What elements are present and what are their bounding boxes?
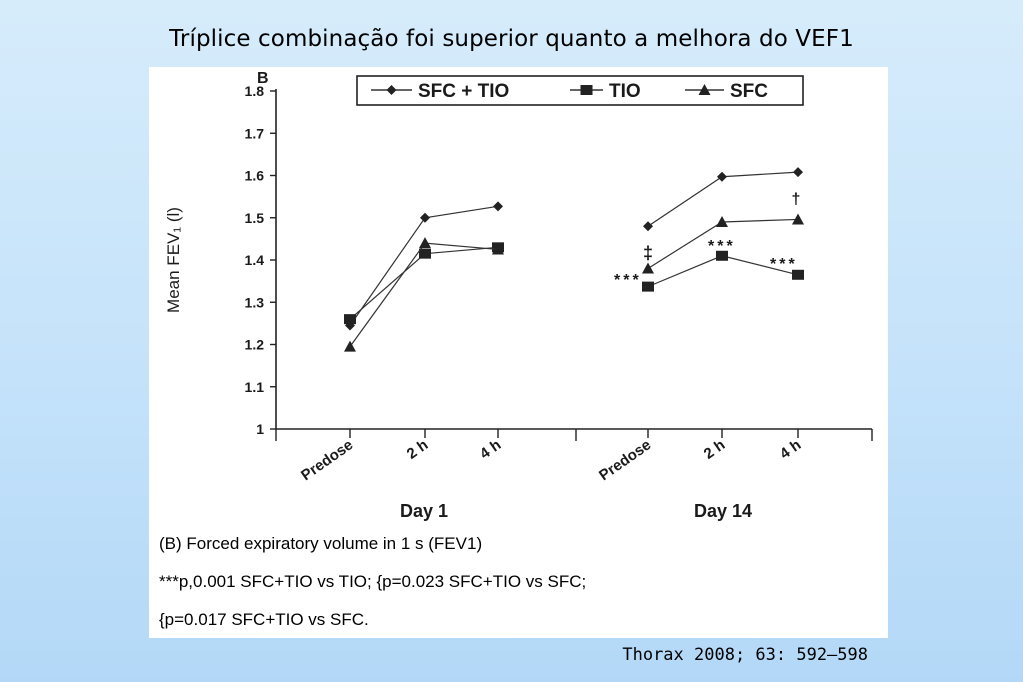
x-category-label: 4 h	[477, 436, 505, 462]
y-tick-label: 1.2	[245, 337, 265, 353]
legend-marker-sfc-tio	[386, 85, 397, 95]
x-group-label: Day 14	[694, 501, 752, 521]
y-tick-label: 1.5	[245, 210, 265, 226]
significance-marker: ***	[708, 238, 736, 255]
legend-label: SFC	[730, 81, 768, 102]
x-category-label: Predose	[596, 436, 654, 484]
data-point-sfc-tio	[493, 201, 503, 212]
data-point-tio	[642, 281, 654, 292]
data-point-sfc	[642, 262, 654, 274]
data-point-tio	[419, 248, 431, 259]
legend-label: SFC + TIO	[418, 81, 509, 102]
y-tick-label: 1.3	[245, 294, 265, 310]
data-point-sfc-tio	[793, 167, 803, 178]
data-point-sfc	[792, 213, 804, 225]
x-category-label: Predose	[298, 436, 356, 484]
data-point-sfc	[492, 243, 504, 255]
y-tick-label: 1.6	[245, 168, 265, 184]
slide-title: Tríplice combinação foi superior quanto …	[169, 26, 854, 52]
significance-marker: ***	[770, 256, 798, 273]
y-axis-title: Mean FEV₁ (l)	[164, 207, 183, 313]
y-tick-label: 1.7	[245, 125, 265, 141]
data-point-sfc-tio	[643, 221, 653, 232]
data-point-sfc-tio	[717, 171, 727, 182]
data-point-sfc-tio	[345, 320, 355, 331]
y-tick-label: 1.1	[245, 379, 265, 395]
data-point-tio	[716, 250, 728, 261]
significance-marker: ***	[614, 272, 642, 289]
caption-line-1: (B) Forced expiratory volume in 1 s (FEV…	[159, 534, 483, 553]
data-point-tio	[792, 269, 804, 280]
figure-panel: 1 1.1 1.2 1.3 1.4 1.5 1.6 1.7 1.8 Mean FEV₁ (l) B P…	[149, 67, 888, 638]
legend-marker-sfc	[698, 84, 711, 95]
caption-line-2: ***p,0.001 SFC+TIO vs TIO; {p=0.023 SFC+…	[159, 572, 587, 591]
significance-marker: †	[792, 191, 801, 208]
significance-marker: ‡	[643, 243, 653, 263]
data-point-sfc	[419, 237, 431, 249]
x-category-label: 2 h	[404, 436, 432, 462]
series-line-sfc-tio	[349, 205, 499, 326]
caption-line-3: {p=0.017 SFC+TIO vs SFC.	[159, 610, 369, 629]
legend-marker-tio	[580, 85, 593, 95]
y-tick-label: 1.8	[245, 83, 265, 99]
data-point-sfc	[344, 340, 356, 352]
data-point-sfc-tio	[420, 212, 430, 223]
x-category-label: 2 h	[701, 436, 729, 462]
data-point-tio	[344, 314, 356, 325]
citation: Thorax 2008; 63: 592–598	[622, 645, 868, 665]
fev1-line-chart: 1 1.1 1.2 1.3 1.4 1.5 1.6 1.7 1.8 Mean FEV₁ (l) B P…	[164, 70, 873, 521]
panel-label: B	[257, 70, 269, 87]
y-tick-label: 1	[256, 421, 264, 437]
legend-label: TIO	[609, 81, 641, 102]
y-tick-label: 1.4	[245, 252, 265, 268]
x-category-label: 4 h	[777, 436, 805, 462]
x-group-label: Day 1	[400, 501, 448, 521]
data-point-sfc	[716, 215, 728, 227]
